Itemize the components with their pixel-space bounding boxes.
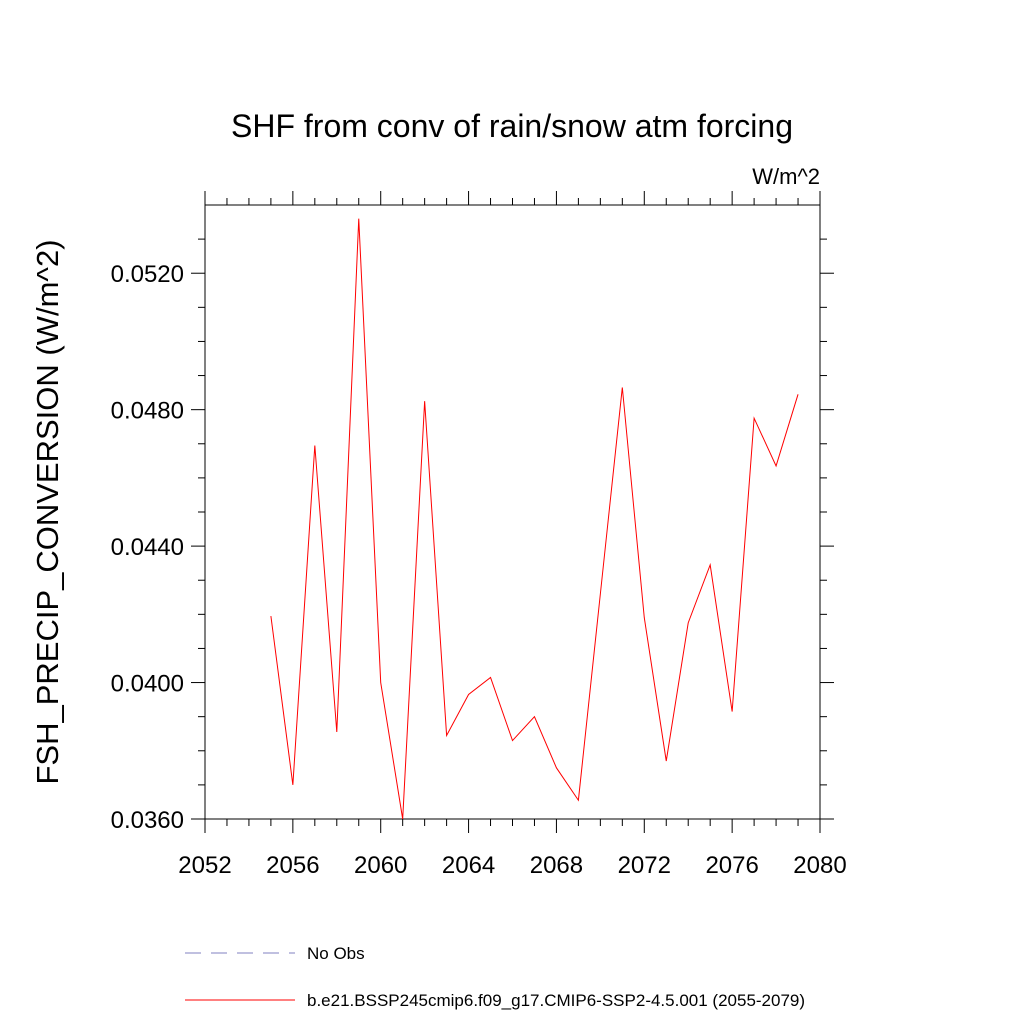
legend-label-no-obs: No Obs (307, 944, 365, 963)
x-tick-label: 2064 (442, 852, 495, 879)
y-axis-label: FSH_PRECIP_CONVERSION (W/m^2) (30, 239, 65, 784)
x-tick-label: 2056 (266, 852, 319, 879)
legend-label-series: b.e21.BSSP245cmip6.f09_g17.CMIP6-SSP2-4.… (307, 991, 805, 1010)
x-tick-label: 2060 (354, 852, 407, 879)
y-tick-label: 0.0400 (111, 671, 184, 698)
x-tick-label: 2072 (618, 852, 671, 879)
x-tick-labels: 2052 2056 2060 2064 2068 2072 2076 2080 (178, 852, 846, 879)
axis-ticks (191, 191, 834, 833)
x-tick-label: 2052 (178, 852, 231, 879)
y-tick-labels: 0.0360 0.0400 0.0440 0.0480 0.0520 (111, 261, 184, 834)
plot-frame (204, 204, 821, 820)
series-line (270, 218, 799, 820)
units-label: W/m^2 (752, 164, 820, 189)
x-tick-label: 2076 (705, 852, 758, 879)
series-lines (270, 218, 799, 820)
y-tick-label: 0.0360 (111, 807, 184, 834)
y-tick-label: 0.0440 (111, 534, 184, 561)
x-tick-label: 2068 (530, 852, 583, 879)
legend: No Obs b.e21.BSSP245cmip6.f09_g17.CMIP6-… (185, 944, 805, 1010)
y-tick-label: 0.0520 (111, 261, 184, 288)
x-tick-label: 2080 (793, 852, 846, 879)
y-tick-label: 0.0480 (111, 398, 184, 425)
chart-title: SHF from conv of rain/snow atm forcing (231, 108, 793, 144)
